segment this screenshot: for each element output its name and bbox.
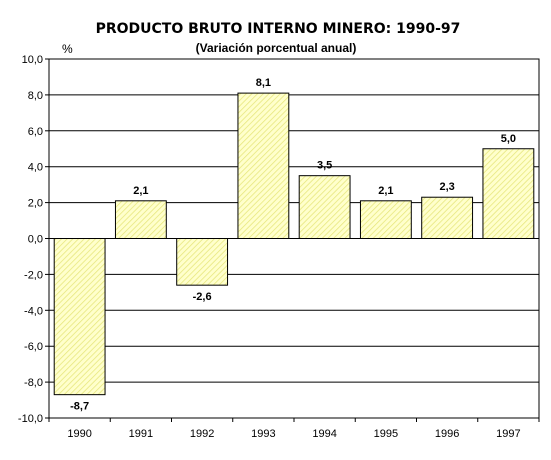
y-tick-label: -10,0 [18, 413, 43, 425]
bar-1992 [176, 238, 229, 286]
data-label: 2,1 [133, 185, 148, 197]
x-tick-label: 1996 [435, 428, 459, 440]
y-tick-label: 6,0 [28, 126, 43, 138]
y-tick-label: 0,0 [28, 234, 43, 246]
x-tick-label: 1995 [374, 428, 398, 440]
plot-area [48, 58, 540, 419]
chart-subtitle: (Variación porcentual anual) [196, 41, 357, 55]
bar-1994 [298, 175, 351, 240]
bar-1996 [421, 196, 474, 239]
y-tick-label: -2,0 [24, 269, 43, 281]
bar-1995 [359, 200, 412, 239]
x-tick-label: 1993 [251, 428, 275, 440]
chart-title: PRODUCTO BRUTO INTERNO MINERO: 1990-97 [96, 21, 461, 37]
bar-1993 [237, 92, 290, 240]
x-tick-label: 1991 [129, 428, 153, 440]
x-tick-label: 1994 [312, 428, 336, 440]
y-tick-label: 8,0 [28, 90, 43, 102]
data-label: 2,3 [439, 181, 454, 193]
data-label: 5,0 [501, 133, 516, 145]
y-tick-label: 10,0 [22, 54, 43, 66]
x-tick-label: 1990 [67, 428, 91, 440]
bar-1991 [114, 200, 167, 239]
y-tick-label: 4,0 [28, 162, 43, 174]
data-label: 2,1 [378, 185, 393, 197]
y-axis-unit: % [62, 42, 73, 56]
y-tick-label: 2,0 [28, 198, 43, 210]
bar-1997 [482, 148, 535, 239]
y-tick-label: -6,0 [24, 341, 43, 353]
x-tick-label: 1997 [496, 428, 520, 440]
y-tick-label: -8,0 [24, 377, 43, 389]
data-label: -2,6 [193, 291, 212, 303]
x-tick-label: 1992 [190, 428, 214, 440]
bar-1990 [53, 238, 106, 396]
y-tick-label: -4,0 [24, 305, 43, 317]
data-label: -8,7 [70, 401, 89, 413]
data-label: 3,5 [317, 160, 332, 172]
data-label: 8,1 [256, 77, 271, 89]
